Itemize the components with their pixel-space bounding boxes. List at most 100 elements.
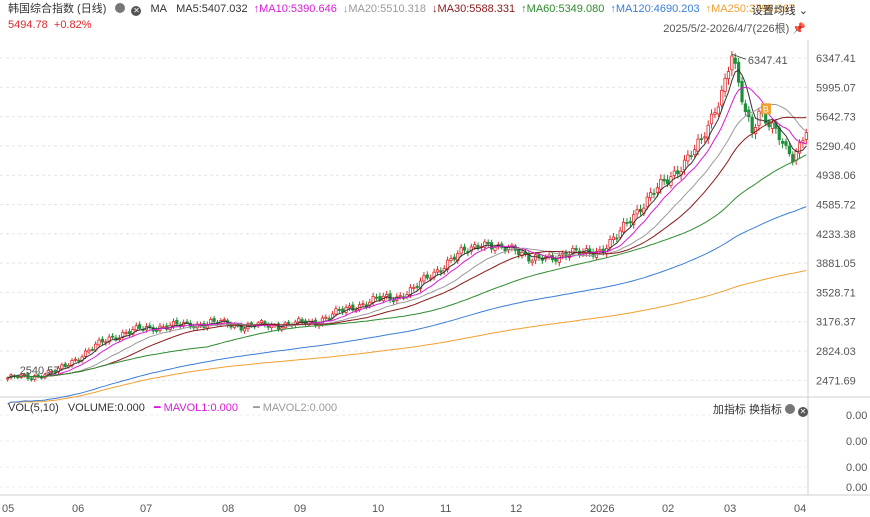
candle-body [435, 269, 440, 273]
y-tick-label: 5995.07 [816, 82, 856, 94]
candle-body [598, 249, 602, 252]
vol-y-label: 0.00 [846, 436, 867, 448]
candle-body [124, 332, 128, 335]
candle-body [242, 328, 247, 332]
ma250-line [7, 270, 807, 405]
candle-body [388, 293, 392, 300]
candle-body [442, 268, 446, 272]
candle-body [726, 71, 731, 80]
candle-body [385, 294, 389, 297]
candle-body [804, 132, 808, 140]
candle-body [334, 308, 338, 315]
y-tick-label: 2824.03 [816, 346, 856, 358]
min-label: 2540.57 [20, 365, 60, 377]
add-indicator-button[interactable]: 加指标 [712, 404, 746, 416]
candle-body [770, 122, 775, 129]
index-title: 韩国综合指数 (日线) [8, 3, 107, 15]
candle-body [412, 287, 416, 289]
candle-body [628, 221, 632, 224]
candle-body [655, 187, 660, 193]
candle-body [649, 192, 653, 199]
candle-body [743, 103, 747, 113]
ma-settings-button[interactable]: 设置均线 ⌄ [752, 2, 808, 18]
y-tick-label: 4585.72 [816, 200, 856, 212]
switch-indicator-button[interactable]: 换指标 [748, 404, 782, 416]
vol-y-label: 0.00 [846, 482, 867, 494]
y-tick-label: 5290.40 [816, 141, 856, 153]
candle-body [327, 317, 331, 320]
x-tick-label: 12 [510, 503, 522, 515]
pin-icon[interactable]: 📌 [792, 23, 806, 35]
candle-body [483, 241, 487, 248]
candle-body [618, 230, 622, 238]
y-axis-ticks: 6347.41 5995.07 5642.73 5290.40 4938.06 4585.… [816, 53, 856, 387]
candle-body [520, 251, 524, 257]
candle-body [53, 370, 57, 373]
candle-body [493, 247, 497, 251]
candle-body [591, 251, 595, 257]
candle-body [632, 214, 636, 225]
candle-body [757, 110, 761, 127]
candle-body [415, 285, 419, 288]
candle-body [364, 304, 368, 307]
candle-body [720, 89, 724, 106]
ma-line-ma250 [7, 270, 807, 405]
badge-marker [760, 103, 771, 115]
candle-body [682, 159, 687, 171]
x-tick-label: 05 [2, 503, 14, 515]
grid-lines [0, 40, 870, 496]
candle-body [459, 247, 463, 254]
badge-label: B [763, 104, 769, 114]
candle-body [462, 246, 467, 251]
price-readout: 5494.78 +0.82% [8, 19, 92, 31]
candle-body [175, 320, 179, 325]
candle-body [127, 331, 132, 335]
candle-body [100, 338, 105, 343]
gear-icon[interactable] [115, 3, 126, 13]
y-tick-label: 3528.71 [816, 287, 856, 299]
y-tick-label: 6347.41 [816, 53, 856, 65]
candle-body [29, 378, 33, 381]
vol-y-label: 0.00 [846, 462, 867, 474]
ma-item-4: ↑MA60:5349.080 [521, 3, 605, 15]
y-tick-label: 4233.38 [816, 229, 856, 241]
candle-body [148, 325, 152, 328]
close-icon[interactable]: ✕ [131, 6, 142, 16]
y-tick-label: 5642.73 [816, 112, 856, 124]
candle-body [297, 318, 301, 323]
mavol1-text: MAVOL1:0.000 [163, 402, 239, 414]
candle-body [693, 149, 697, 156]
candle-body [87, 349, 91, 353]
candle-body [33, 375, 37, 380]
gear-icon[interactable] [785, 404, 795, 414]
x-tick-label: 09 [294, 503, 306, 515]
candle-body [709, 113, 714, 125]
candle-body [398, 295, 402, 298]
x-tick-label: 04 [794, 503, 806, 515]
x-tick-label: 08 [222, 503, 234, 515]
candle-body [723, 77, 727, 92]
candle-body [425, 274, 429, 279]
candle-body [686, 154, 690, 162]
chevron-down-icon: ⌄ [798, 5, 808, 17]
candle-body [110, 335, 115, 338]
candle-body [347, 305, 352, 309]
candle-body [676, 170, 680, 175]
candle-body [371, 296, 375, 303]
x-tick-label: 07 [140, 503, 152, 515]
candle-body [781, 140, 785, 144]
y-tick-label: 3176.37 [816, 317, 856, 329]
candle-body [662, 178, 666, 182]
candle-body [716, 106, 720, 115]
date-range-label: 2025/5/2-2026/4/7(226根) 📌 [663, 20, 806, 36]
volume-legend-row: VOL(5,10) VOLUME:0.000 ━ MAVOL1:0.000 ━ … [8, 401, 349, 414]
candle-body [351, 304, 355, 311]
ma-label: MA [150, 3, 168, 15]
candle-body [625, 222, 629, 224]
candle-body [665, 179, 670, 185]
candle-body [530, 260, 534, 263]
max-pointer [731, 53, 746, 60]
x-tick-label: 06 [72, 503, 84, 515]
close-icon[interactable]: ✕ [798, 407, 808, 417]
